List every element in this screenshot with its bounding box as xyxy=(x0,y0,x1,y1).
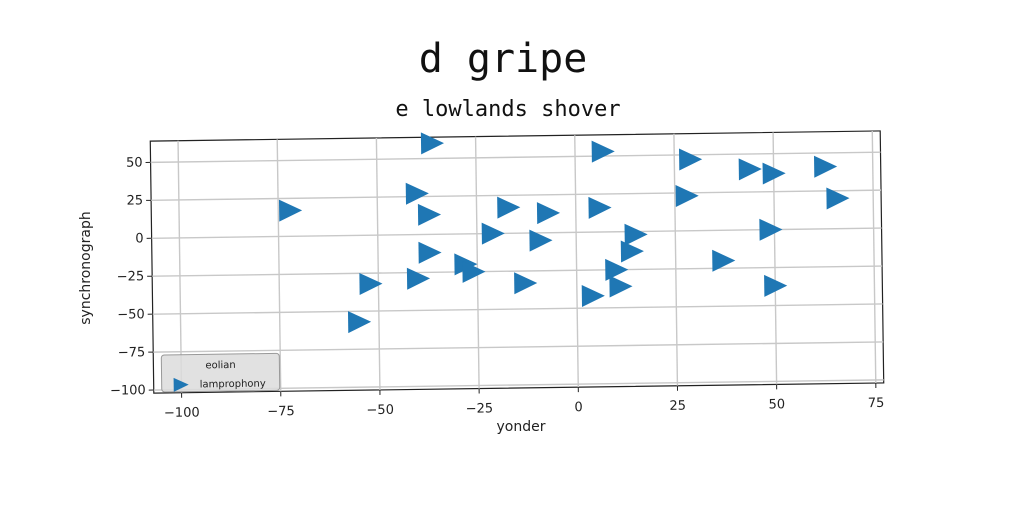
y-tick-label: −100 xyxy=(110,383,146,398)
y-axis-label: synchronograph xyxy=(78,211,94,324)
x-tick-label: −75 xyxy=(267,404,295,419)
x-tick-label: −50 xyxy=(366,403,394,418)
y-tick-label: −50 xyxy=(117,307,145,322)
y-tick-label: −25 xyxy=(117,269,145,284)
x-tick-label: 75 xyxy=(868,396,885,411)
y-tick-label: 0 xyxy=(135,231,143,246)
legend-title: eolian xyxy=(205,360,235,371)
x-axis-label: yonder xyxy=(497,419,546,435)
y-tick-label: 25 xyxy=(126,193,143,208)
legend: eolian lamprophony xyxy=(161,353,280,392)
chart-subtitle: e lowlands shover xyxy=(395,97,620,122)
x-tick-label: −25 xyxy=(466,401,494,416)
x-tick-label: 25 xyxy=(669,399,686,414)
x-tick-label: −100 xyxy=(164,405,200,420)
x-tick-label: 0 xyxy=(574,400,582,415)
legend-entry-lamprophony: lamprophony xyxy=(200,379,266,391)
y-tick-label: −75 xyxy=(118,345,146,360)
chart-title: d gripe xyxy=(419,36,588,82)
x-tick-label: 50 xyxy=(769,397,786,412)
y-tick-label: 50 xyxy=(126,155,143,170)
